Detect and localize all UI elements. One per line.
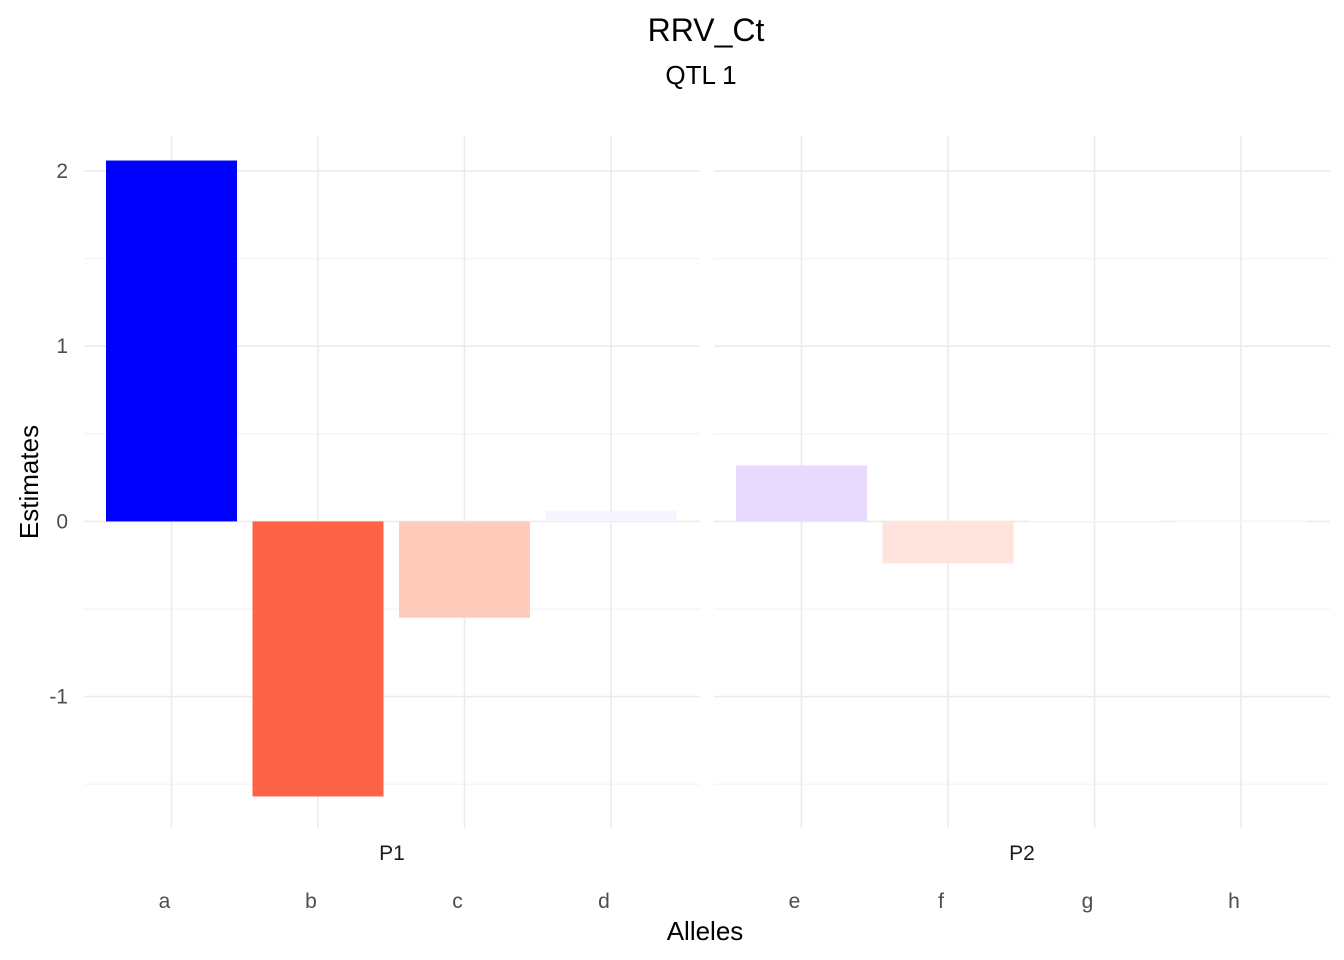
chart-title: RRV_Ct [648, 12, 765, 48]
bar-g [1029, 520, 1160, 522]
bar-e [736, 465, 867, 522]
x-tick-label: c [452, 890, 463, 913]
bar-b [252, 521, 384, 797]
y-tick-label: 1 [56, 335, 68, 358]
x-tick-label: a [159, 890, 171, 913]
y-tick-label: -1 [49, 686, 68, 709]
x-tick-label: f [938, 890, 944, 913]
y-axis-title: Estimates [14, 425, 44, 539]
bar-d [545, 510, 677, 522]
x-tick-label: g [1082, 890, 1094, 913]
y-tick-label: 2 [56, 160, 68, 183]
y-tick-label: 0 [56, 510, 68, 533]
facet-label-P2: P2 [1009, 842, 1035, 865]
x-tick-label: b [305, 890, 317, 913]
x-axis-title: Alleles [667, 916, 744, 946]
bar-f [882, 521, 1014, 564]
bar-a [106, 160, 237, 522]
facet-label-P1: P1 [379, 842, 405, 865]
plot-area: -1 0 1 2 a b c d P1 e f g h P2 [49, 136, 1330, 913]
x-tick-label: h [1228, 890, 1240, 913]
bar-h [1175, 521, 1307, 523]
x-tick-label: e [789, 890, 801, 913]
chart-subtitle: QTL 1 [665, 60, 736, 90]
bar-c [399, 521, 530, 618]
x-tick-label: d [598, 890, 610, 913]
